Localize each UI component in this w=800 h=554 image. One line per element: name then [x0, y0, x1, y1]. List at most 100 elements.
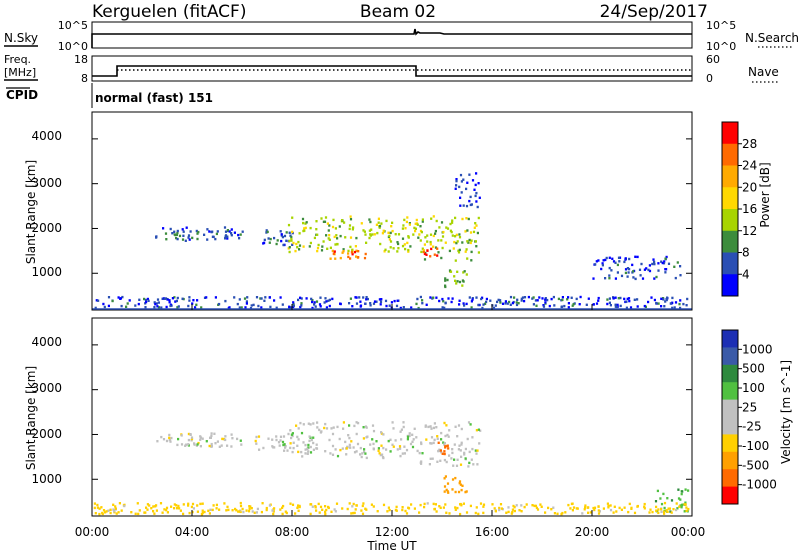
echo-cell [608, 297, 611, 300]
echo-cell [194, 306, 197, 309]
echo-cell [606, 502, 609, 505]
echo-cell [471, 447, 474, 451]
echo-cell [152, 510, 155, 513]
cpid-label: CPID [6, 88, 38, 102]
echo-cell [196, 510, 199, 513]
echo-cell [460, 504, 463, 507]
echo-cell [668, 507, 671, 510]
power-ytick-3000: 3000 [31, 176, 62, 190]
echo-cell [226, 505, 229, 509]
echo-cell [175, 236, 178, 240]
echo-cell [425, 438, 428, 441]
echo-cell [437, 441, 440, 444]
echo-cell [304, 448, 307, 451]
echo-cell [422, 249, 425, 252]
echo-cell [325, 508, 328, 512]
echo-cell [437, 239, 440, 242]
echo-cell [117, 296, 120, 299]
echo-cell [614, 303, 617, 306]
echo-cell [377, 221, 380, 224]
echo-cell [269, 237, 272, 241]
power-cbar-segment [722, 230, 738, 253]
echo-cell [255, 511, 258, 514]
echo-cell [416, 223, 419, 226]
echo-cell [581, 512, 584, 515]
echo-cell [601, 264, 604, 267]
echo-cell [657, 511, 660, 515]
xtick-1600: 16:00 [475, 525, 510, 539]
echo-cell [178, 234, 182, 238]
velocity-cbar-segment [722, 451, 738, 470]
echo-cell [463, 304, 466, 307]
echo-cell [174, 300, 177, 303]
echo-cell [624, 268, 628, 271]
n-sky-label: N.Sky [4, 31, 38, 45]
echo-cell [226, 229, 229, 232]
echo-cell [388, 234, 391, 238]
echo-cell [413, 507, 416, 510]
echo-cell [138, 298, 141, 301]
echo-cell [466, 229, 469, 232]
echo-cell [664, 268, 667, 271]
echo-cell [236, 437, 239, 441]
echo-cell [475, 224, 478, 227]
echo-cell [462, 204, 465, 207]
echo-cell [279, 435, 283, 438]
echo-cell [413, 226, 416, 230]
echo-cell [437, 449, 440, 453]
freq-label-1: Freq. [4, 53, 31, 66]
echo-cell [459, 503, 462, 506]
echo-cell [221, 437, 224, 441]
echo-cell [666, 296, 669, 299]
echo-cell [156, 305, 159, 308]
echo-cell [362, 229, 365, 232]
echo-cell [336, 454, 340, 458]
echo-cell [550, 297, 553, 301]
echo-cell [290, 235, 293, 239]
echo-cell [453, 275, 456, 278]
echo-cell [369, 443, 372, 446]
echo-cell [253, 511, 256, 514]
echo-cell [291, 503, 295, 506]
echo-cell [289, 446, 292, 450]
echo-cell [685, 509, 688, 512]
echo-cell [250, 507, 253, 510]
echo-cell [468, 450, 471, 454]
echo-cell [313, 236, 316, 240]
echo-cell [375, 223, 378, 226]
echo-cell [309, 445, 312, 449]
echo-cell [263, 238, 266, 242]
sky-tick-top: 10^5 [58, 19, 88, 32]
echo-cell [215, 507, 218, 510]
echo-cell [515, 303, 519, 307]
echo-cell [657, 262, 660, 265]
echo-cell [335, 234, 338, 237]
echo-cell [267, 437, 270, 440]
echo-cell [665, 298, 668, 302]
echo-cell [680, 506, 683, 509]
echo-cell [144, 306, 147, 309]
echo-cell [357, 250, 360, 253]
echo-cell [284, 446, 287, 449]
echo-cell [228, 230, 231, 233]
echo-cell [615, 510, 618, 513]
echo-cell [330, 427, 333, 430]
echo-cell [354, 296, 357, 299]
echo-cell [324, 297, 327, 300]
echo-cell [507, 506, 510, 509]
echo-cell [436, 247, 439, 250]
echo-cell [251, 510, 254, 513]
echo-cell [667, 507, 670, 510]
xtick-2000: 20:00 [575, 525, 610, 539]
power-cbar-tick: 12 [742, 224, 757, 238]
echo-cell [369, 304, 372, 307]
echo-cell [309, 226, 312, 230]
echo-cell [401, 237, 405, 240]
echo-cell [499, 503, 503, 506]
echo-cell [456, 270, 459, 273]
echo-cell [348, 502, 351, 505]
echo-cell [440, 438, 443, 441]
echo-cell [176, 296, 179, 300]
echo-cell [382, 229, 385, 232]
echo-cell [419, 239, 422, 242]
